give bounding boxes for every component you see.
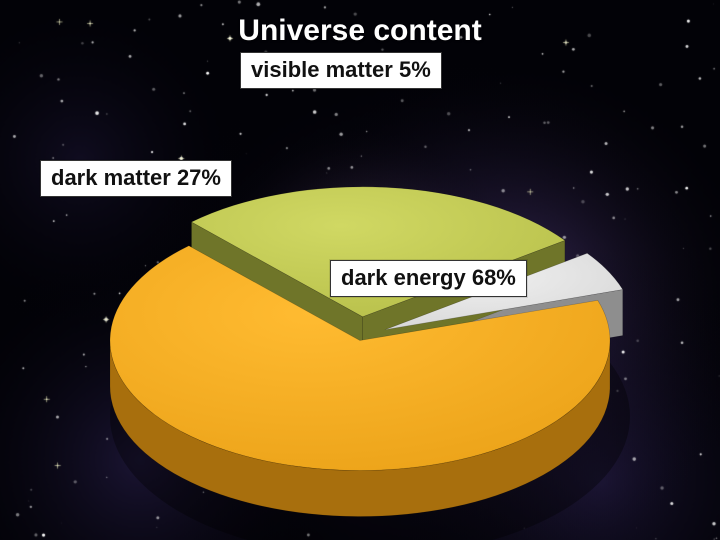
- label-dark_matter: dark matter 27%: [40, 160, 232, 197]
- label-visible_matter: visible matter 5%: [240, 52, 442, 89]
- chart-stage: Universe content dark energy 68%dark mat…: [0, 0, 720, 540]
- label-dark_energy: dark energy 68%: [330, 260, 527, 297]
